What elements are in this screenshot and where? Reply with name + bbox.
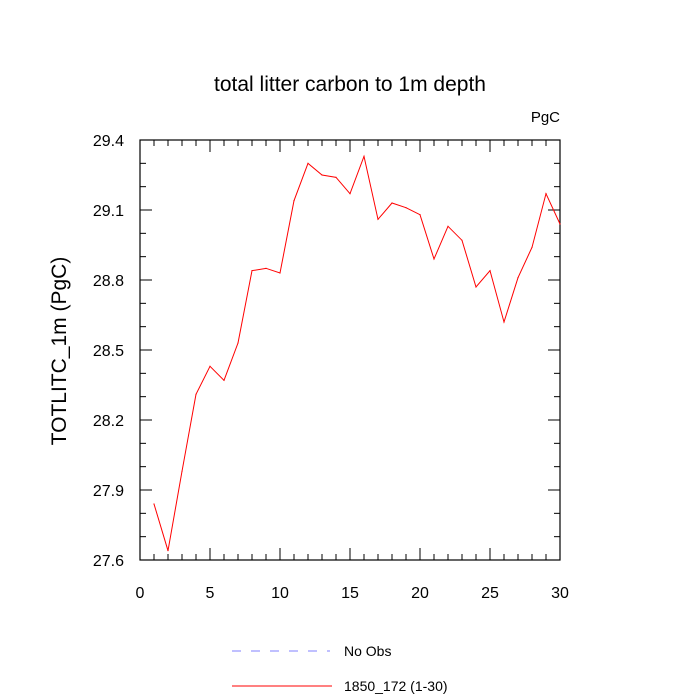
axis-ticks: 0 5 10 15 20 25 30 27.6 27.9 28.2 28.5 28.8 29.1 29.4 <box>93 133 569 602</box>
y-tick-label: 29.4 <box>93 133 124 150</box>
data-point <box>405 207 407 209</box>
data-point <box>489 270 491 272</box>
y-tick-label: 27.9 <box>93 483 124 500</box>
data-point <box>293 200 295 202</box>
data-point <box>349 193 351 195</box>
y-tick-label: 29.1 <box>93 203 124 220</box>
data-point <box>391 202 393 204</box>
data-point <box>195 393 197 395</box>
data-point <box>475 286 477 288</box>
data-point <box>321 174 323 176</box>
data-point <box>209 365 211 367</box>
legend-label-1850-172: 1850_172 (1-30) <box>344 678 448 694</box>
series-line-1 <box>153 154 561 551</box>
data-point <box>167 550 169 552</box>
data-point <box>153 503 155 505</box>
data-point <box>279 272 281 274</box>
units-label: PgC <box>531 109 560 126</box>
data-point <box>251 270 253 272</box>
x-tick-label: 10 <box>271 585 289 602</box>
data-point <box>531 246 533 248</box>
data-point <box>545 193 547 195</box>
chart-title: total litter carbon to 1m depth <box>214 73 486 96</box>
x-tick-label: 20 <box>411 585 429 602</box>
data-point <box>223 379 225 381</box>
y-axis-label: TOTLITC_1m (PgC) <box>48 257 71 446</box>
data-point <box>335 176 337 178</box>
x-tick-label: 0 <box>136 585 145 602</box>
data-point <box>517 277 519 279</box>
x-tick-label: 25 <box>481 585 499 602</box>
y-tick-label: 28.2 <box>93 413 124 430</box>
plot-frame <box>139 139 561 561</box>
data-point <box>503 321 505 323</box>
data-point <box>237 342 239 344</box>
legend-label-no-obs: No Obs <box>344 643 391 659</box>
x-tick-label: 30 <box>551 585 569 602</box>
data-point <box>447 225 449 227</box>
y-tick-label: 27.6 <box>93 553 124 570</box>
data-point <box>461 239 463 241</box>
data-point <box>559 223 561 225</box>
x-tick-label: 15 <box>341 585 359 602</box>
data-point <box>181 470 183 472</box>
data-point <box>265 267 267 269</box>
data-point <box>363 155 365 157</box>
x-tick-label: 5 <box>206 585 215 602</box>
data-point <box>307 162 309 164</box>
data-point <box>377 218 379 220</box>
data-point <box>433 258 435 260</box>
series-layer <box>153 154 561 552</box>
y-tick-label: 28.8 <box>93 273 124 290</box>
y-tick-label: 28.5 <box>93 343 124 360</box>
data-point <box>419 214 421 216</box>
